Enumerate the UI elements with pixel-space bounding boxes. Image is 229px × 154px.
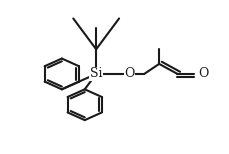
Text: O: O (198, 67, 208, 80)
Text: O: O (124, 67, 135, 80)
Text: Si: Si (90, 67, 102, 80)
